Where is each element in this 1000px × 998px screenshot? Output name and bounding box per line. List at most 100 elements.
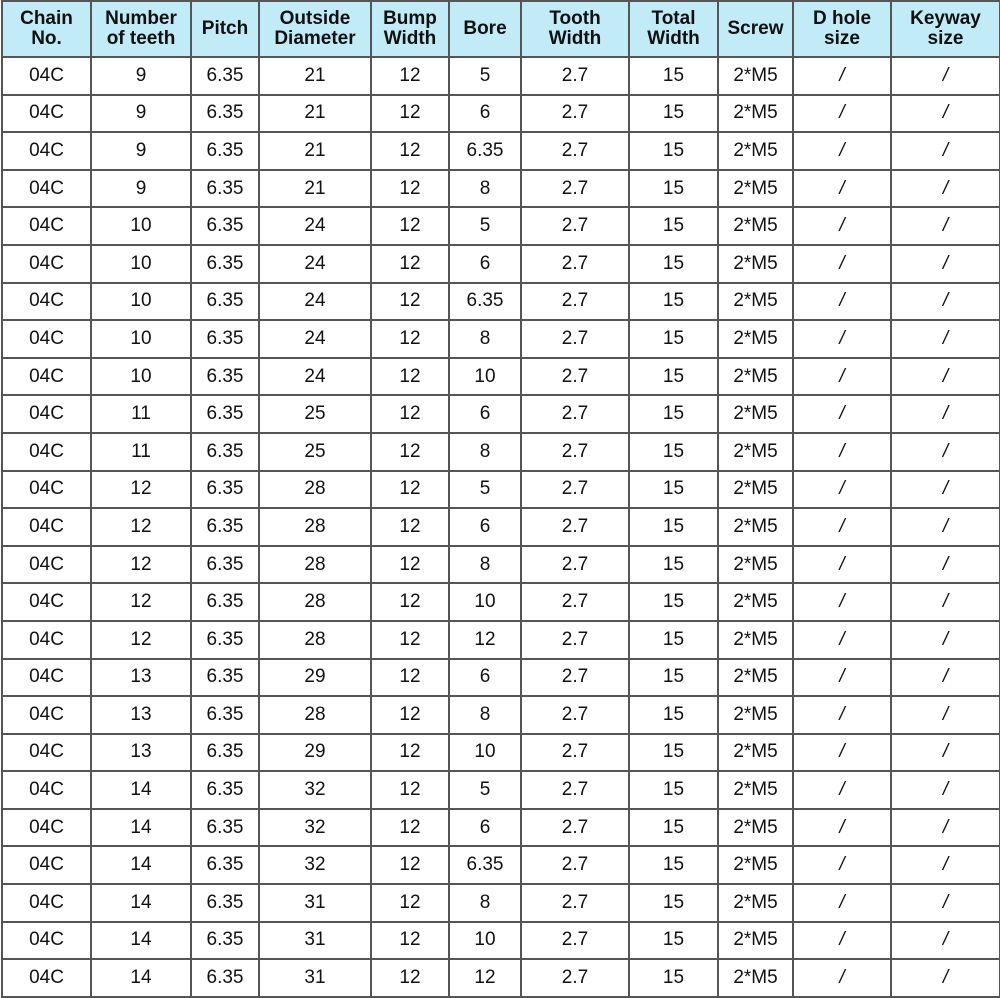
table-cell: 6.35 [190,243,260,284]
table-cell: 15 [628,695,719,735]
table-cell: 2.7 [520,431,630,472]
table-cell: 2.7 [520,131,630,171]
table-cell: 04C [1,657,92,698]
table-cell: 28 [258,469,372,510]
table-cell: 15 [628,206,719,246]
table-cell: 28 [258,582,372,622]
column-header: Outside Diameter [258,0,372,58]
table-cell: / [890,243,1000,284]
table-cell: / [890,582,1000,622]
table-cell: 15 [628,845,719,886]
table-cell: 9 [90,56,192,96]
table-cell: 12 [90,582,192,622]
table-cell: 6.35 [190,582,260,622]
table-cell: / [792,770,892,810]
table-row: 04C 12 6.35 28 12 12 2.7 15 2*M5// [1,619,1000,660]
table-cell: / [890,131,1000,171]
table-cell: / [792,657,892,698]
table-cell: 25 [258,431,372,472]
table-cell: 2.7 [520,56,630,96]
table-cell: / [890,845,1000,886]
table-cell: 04C [1,56,92,96]
table-cell: 12 [370,845,450,886]
column-header: D hole size [792,0,892,58]
table-cell: 04C [1,168,92,209]
table-cell: 15 [628,582,719,622]
table-cell: 11 [90,394,192,434]
table-cell: / [890,920,1000,961]
table-cell: 21 [258,168,372,209]
table-cell: 2.7 [520,770,630,810]
table-cell: 2*M5 [717,168,794,209]
table-cell: / [792,469,892,510]
table-cell: 6.35 [190,507,260,547]
table-cell: 2.7 [520,507,630,547]
column-header: Number of teeth [90,0,192,58]
table-cell: 8 [448,168,522,209]
table-row: 04C 9 6.35 21 12 6.35 2.7 15 2*M5// [1,131,1000,171]
table-cell: 28 [258,619,372,660]
table-cell: 2*M5 [717,93,794,134]
table-cell: 5 [448,469,522,510]
table-cell: 12 [370,619,450,660]
table-cell: / [792,544,892,585]
column-header-line: Number [105,8,177,29]
table-cell: / [890,695,1000,735]
table-cell: 15 [628,356,719,397]
table-cell: 15 [628,883,719,923]
table-cell: 2.7 [520,732,630,773]
table-row: 04C 9 6.35 21 12 8 2.7 15 2*M5// [1,168,1000,209]
table-cell: 6.35 [190,544,260,585]
table-cell: 24 [258,356,372,397]
table-cell: 24 [258,206,372,246]
table-cell: 2*M5 [717,883,794,923]
table-cell: / [792,582,892,622]
table-cell: 9 [90,131,192,171]
table-cell: 04C [1,131,92,171]
table-cell: 2*M5 [717,56,794,96]
table-cell: 15 [628,507,719,547]
table-cell: 12 [370,206,450,246]
table-cell: 04C [1,243,92,284]
table-cell: 2.7 [520,544,630,585]
table-cell: 14 [90,958,192,998]
table-cell: / [792,281,892,322]
table-cell: 04C [1,807,92,848]
table-cell: 6.35 [190,56,260,96]
table-cell: 12 [90,619,192,660]
table-cell: 10 [448,582,522,622]
column-header: Chain No. [1,0,92,58]
table-cell: 04C [1,394,92,434]
table-cell: 2*M5 [717,281,794,322]
table-cell: 28 [258,507,372,547]
table-cell: / [890,168,1000,209]
table-cell: 28 [258,544,372,585]
table-cell: 32 [258,770,372,810]
table-cell: 2.7 [520,168,630,209]
table-cell: 15 [628,657,719,698]
table-row: 04C 12 6.35 28 12 8 2.7 15 2*M5// [1,544,1000,585]
table-cell: 6.35 [190,695,260,735]
table-cell: 12 [370,544,450,585]
table-cell: 6.35 [448,845,522,886]
table-cell: 12 [448,958,522,998]
table-cell: 11 [90,431,192,472]
table-cell: 2.7 [520,281,630,322]
column-header-line: Chain [20,8,73,29]
table-cell: / [792,206,892,246]
table-cell: 14 [90,920,192,961]
table-cell: 2*M5 [717,582,794,622]
table-cell: 04C [1,732,92,773]
table-row: 04C 9 6.35 21 12 6 2.7 15 2*M5// [1,93,1000,134]
table-cell: 2.7 [520,243,630,284]
table-cell: 5 [448,770,522,810]
table-cell: 04C [1,319,92,359]
table-cell: / [792,56,892,96]
table-cell: 6.35 [190,281,260,322]
table-cell: 2*M5 [717,131,794,171]
column-header-line: size [824,28,860,49]
table-cell: 5 [448,56,522,96]
table-cell: 2*M5 [717,356,794,397]
column-header-line: Total [651,8,696,29]
